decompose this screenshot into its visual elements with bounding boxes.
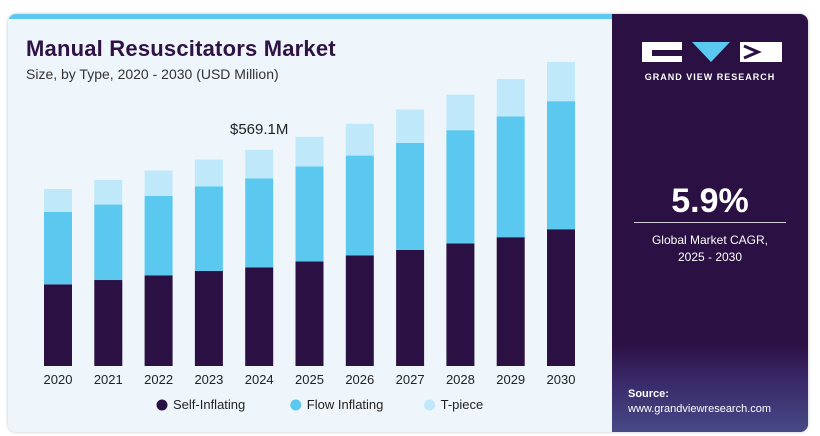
bar-self-inflating-2021 <box>94 280 123 366</box>
x-tick-label-2022: 2022 <box>144 372 173 387</box>
bar-self-inflating-2026 <box>345 255 374 366</box>
bar-t-piece-2027 <box>396 109 425 143</box>
source-label: Source: <box>628 388 669 400</box>
bar-self-inflating-2027 <box>396 249 425 366</box>
source-url[interactable]: www.grandviewresearch.com <box>628 403 772 415</box>
x-tick-label-2021: 2021 <box>94 372 123 387</box>
bar-flow-inflating-2021 <box>94 204 123 281</box>
bar-t-piece-2024 <box>245 149 274 179</box>
bar-flow-inflating-2025 <box>295 166 324 262</box>
bar-flow-inflating-2028 <box>446 130 475 244</box>
bar-t-piece-2023 <box>194 159 223 187</box>
x-tick-label-2026: 2026 <box>345 372 374 387</box>
x-tick-label-2024: 2024 <box>245 372 274 387</box>
legend-label-t-piece: T-piece <box>441 397 484 412</box>
bar-t-piece-2025 <box>295 136 324 167</box>
x-tick-label-2029: 2029 <box>496 372 525 387</box>
bar-self-inflating-2030 <box>547 229 575 366</box>
decorative-wave <box>612 342 808 432</box>
bar-flow-inflating-2023 <box>194 186 223 271</box>
bar-flow-inflating-2022 <box>144 195 173 276</box>
bar-self-inflating-2020 <box>44 284 72 366</box>
bar-flow-inflating-2024 <box>245 178 274 268</box>
x-tick-label-2027: 2027 <box>396 372 425 387</box>
stacked-bar-chart: 2020 2021 2022 2023 2024 $569.1M 2025 2026 2027 2… <box>44 61 576 412</box>
chart-title: Manual Resuscitators Market <box>26 36 336 61</box>
bar-self-inflating-2025 <box>295 261 324 366</box>
legend-label-self-inflating: Self-Inflating <box>173 397 245 412</box>
bar-self-inflating-2028 <box>446 243 475 366</box>
chart-subtitle: Size, by Type, 2020 - 2030 (USD Million) <box>26 66 279 82</box>
bar-flow-inflating-2029 <box>496 116 525 238</box>
legend-swatch-self-inflating <box>156 399 168 411</box>
bar-flow-inflating-2027 <box>396 142 425 250</box>
cagr-label: Global Market CAGR, 2025 - 2030 <box>612 232 808 266</box>
x-tick-label-2023: 2023 <box>194 372 223 387</box>
legend-swatch-t-piece <box>424 399 436 411</box>
bar-t-piece-2029 <box>496 79 525 117</box>
x-tick-label-2020: 2020 <box>44 372 73 387</box>
grand-view-research-logo <box>642 42 782 62</box>
bar-self-inflating-2023 <box>194 270 223 366</box>
bar-t-piece-2026 <box>345 123 374 156</box>
divider <box>634 222 786 223</box>
cagr-label-line2: 2025 - 2030 <box>677 250 743 264</box>
data-label-2024: $569.1M <box>230 121 288 138</box>
bar-t-piece-2021 <box>94 179 123 205</box>
bar-self-inflating-2024 <box>245 267 274 366</box>
legend-swatch-flow-inflating <box>290 399 302 411</box>
bar-t-piece-2028 <box>446 94 475 131</box>
bar-self-inflating-2022 <box>144 275 173 366</box>
x-tick-label-2030: 2030 <box>547 372 576 387</box>
chart-panel: Manual Resuscitators Market Size, by Typ… <box>8 14 612 432</box>
bar-t-piece-2030 <box>547 61 575 102</box>
bar-self-inflating-2029 <box>496 237 525 366</box>
cagr-value: 5.9% <box>671 182 749 220</box>
stats-panel: GRAND VIEW RESEARCH 5.9% Global Market C… <box>612 14 808 432</box>
cagr-label-line1: Global Market CAGR, <box>651 233 769 247</box>
brand-name: GRAND VIEW RESEARCH <box>644 72 776 82</box>
infographic-card: Manual Resuscitators Market Size, by Typ… <box>8 14 808 432</box>
bar-flow-inflating-2020 <box>44 211 72 285</box>
bar-flow-inflating-2026 <box>345 155 374 256</box>
bar-flow-inflating-2030 <box>547 101 575 230</box>
x-tick-label-2028: 2028 <box>446 372 475 387</box>
x-tick-label-2025: 2025 <box>295 372 324 387</box>
accent-bar <box>8 14 612 19</box>
bar-t-piece-2020 <box>44 188 72 212</box>
bar-t-piece-2022 <box>144 170 173 196</box>
legend-label-flow-inflating: Flow Inflating <box>307 397 384 412</box>
